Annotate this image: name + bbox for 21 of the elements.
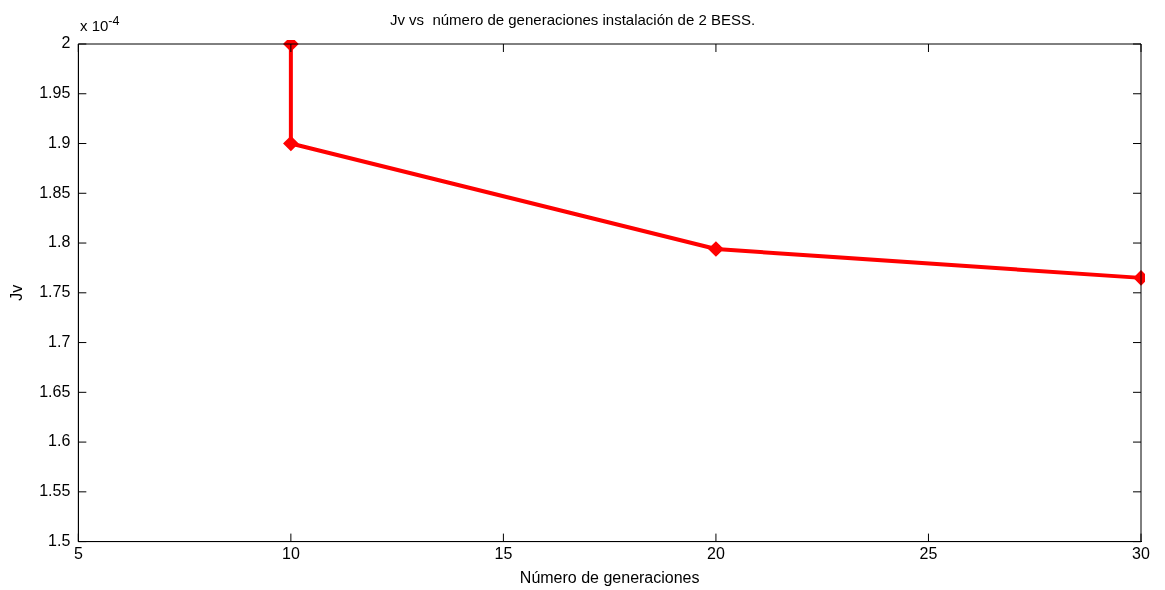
y-axis-title: Jv — [8, 284, 26, 301]
text: x 10$^{-4}$ — [80, 14, 120, 34]
y-tick-label: 1.95 — [39, 84, 71, 102]
y-tick-label: 1.7 — [48, 332, 71, 350]
x-axis-title: Número de generaciones — [519, 568, 700, 586]
chart-title: Jv vs número de generaciones instalación de 2 BESS. — [389, 11, 756, 29]
y-tick-label: 1.8 — [48, 233, 71, 251]
y-tick-label: 1.5 — [48, 532, 71, 550]
y-tick-label: 2 — [61, 34, 71, 52]
y-tick-label: 1.65 — [39, 382, 71, 400]
y-tick-label: 1.55 — [39, 482, 71, 500]
x-tick-label: 15 — [494, 544, 513, 562]
y-tick-label: 1.75 — [39, 283, 71, 301]
x-tick-label: 20 — [707, 544, 725, 562]
y-tick-label: 1.6 — [48, 432, 71, 450]
x-tick-label: 25 — [919, 544, 938, 562]
x-tick-label: 30 — [1132, 544, 1150, 562]
y-tick-label: 1.9 — [48, 133, 71, 151]
x-tick-label: 5 — [73, 544, 83, 562]
y-tick-label: 1.85 — [39, 183, 71, 201]
x-tick-label: 10 — [281, 544, 300, 562]
